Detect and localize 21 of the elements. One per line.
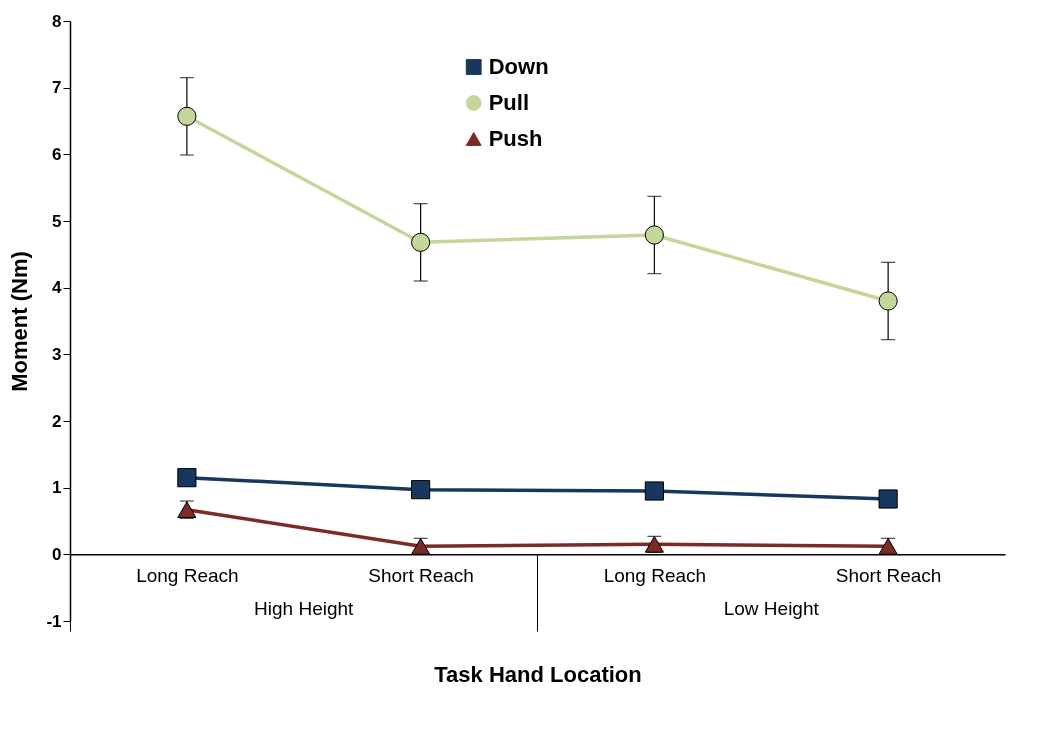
y-axis-title: Moment (Nm)	[7, 251, 33, 392]
y-tick-label: 7	[52, 78, 62, 98]
x-axis-title: Task Hand Location	[434, 661, 642, 687]
y-tick-label: 0	[52, 544, 62, 564]
y-tick-label: 4	[52, 278, 63, 298]
y-tick-label: 3	[52, 344, 62, 364]
y-tick-label: 8	[52, 11, 62, 31]
x-tick-label: Long Reach	[136, 564, 239, 586]
legend-label: Down	[488, 54, 549, 79]
annotation: High Height	[254, 598, 355, 619]
legend-label: Push	[488, 126, 543, 151]
y-tick-label: 2	[52, 411, 62, 431]
y-tick-label: 1	[52, 478, 62, 498]
legend-label: Pull	[488, 90, 530, 115]
x-tick-label: Long Reach	[603, 564, 707, 586]
y-tick-label: 6	[52, 144, 62, 164]
x-tick-label: Short Reach	[368, 564, 474, 586]
x-tick-label: Short Reach	[835, 564, 942, 586]
y-tick-label: -1	[46, 611, 62, 631]
annotation: Low Height	[723, 598, 820, 619]
y-tick-label: 5	[52, 211, 62, 231]
